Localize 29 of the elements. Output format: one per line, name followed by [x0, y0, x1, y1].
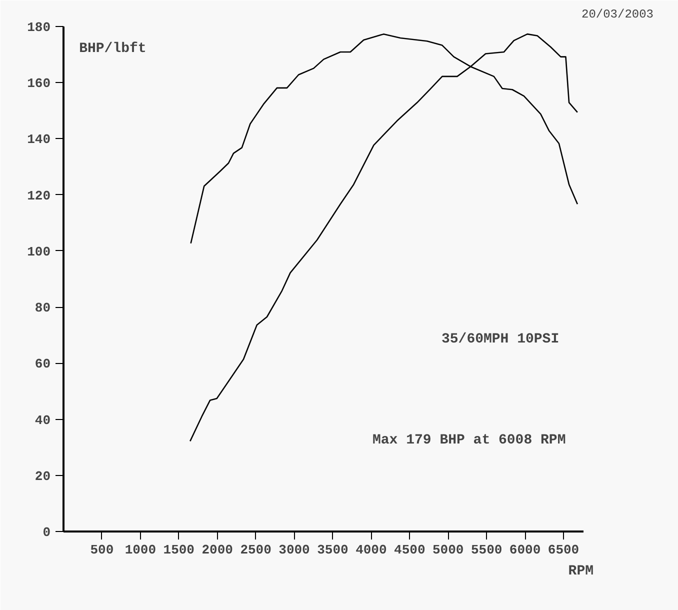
- x-tick-label: 1000: [124, 542, 156, 558]
- y-tick-label: 100: [27, 244, 51, 260]
- x-tick-label: 6000: [509, 542, 541, 558]
- y-tick-label: 120: [27, 188, 51, 204]
- x-tick-label: 5500: [470, 542, 502, 558]
- annotation: Max 179 BHP at 6008 RPM: [372, 432, 566, 449]
- x-tick-label: 5000: [432, 542, 464, 558]
- y-tick-label: 160: [27, 76, 51, 92]
- y-tick-label: 20: [34, 468, 51, 484]
- text: 20/03/2003: [581, 8, 654, 22]
- x-tick-label: 1500: [163, 542, 195, 558]
- annotation: 35/60MPH 10PSI: [441, 332, 560, 348]
- y-tick-label: 180: [27, 20, 51, 35]
- y-tick-label: 80: [34, 300, 51, 316]
- y-tick-label: 140: [27, 132, 51, 148]
- x-axis-title: RPM: [568, 564, 594, 580]
- y-tick-label: 60: [34, 356, 51, 372]
- x-tick-label: 3500: [317, 542, 349, 558]
- x-tick-label: 2000: [202, 542, 234, 558]
- y-axis-title: BHP/lbft: [79, 41, 146, 58]
- x-tick-label: 2500: [240, 542, 272, 558]
- y-tick-label: 0: [42, 525, 51, 540]
- x-tick-label: 6500: [548, 542, 580, 558]
- x-tick-label: 4500: [394, 542, 426, 558]
- x-tick-label: 3000: [278, 542, 310, 558]
- line-series: [189, 33, 578, 442]
- x-tick-label: 4000: [356, 542, 387, 558]
- x-tick-label: 500: [90, 542, 114, 558]
- y-tick-label: 40: [34, 412, 51, 428]
